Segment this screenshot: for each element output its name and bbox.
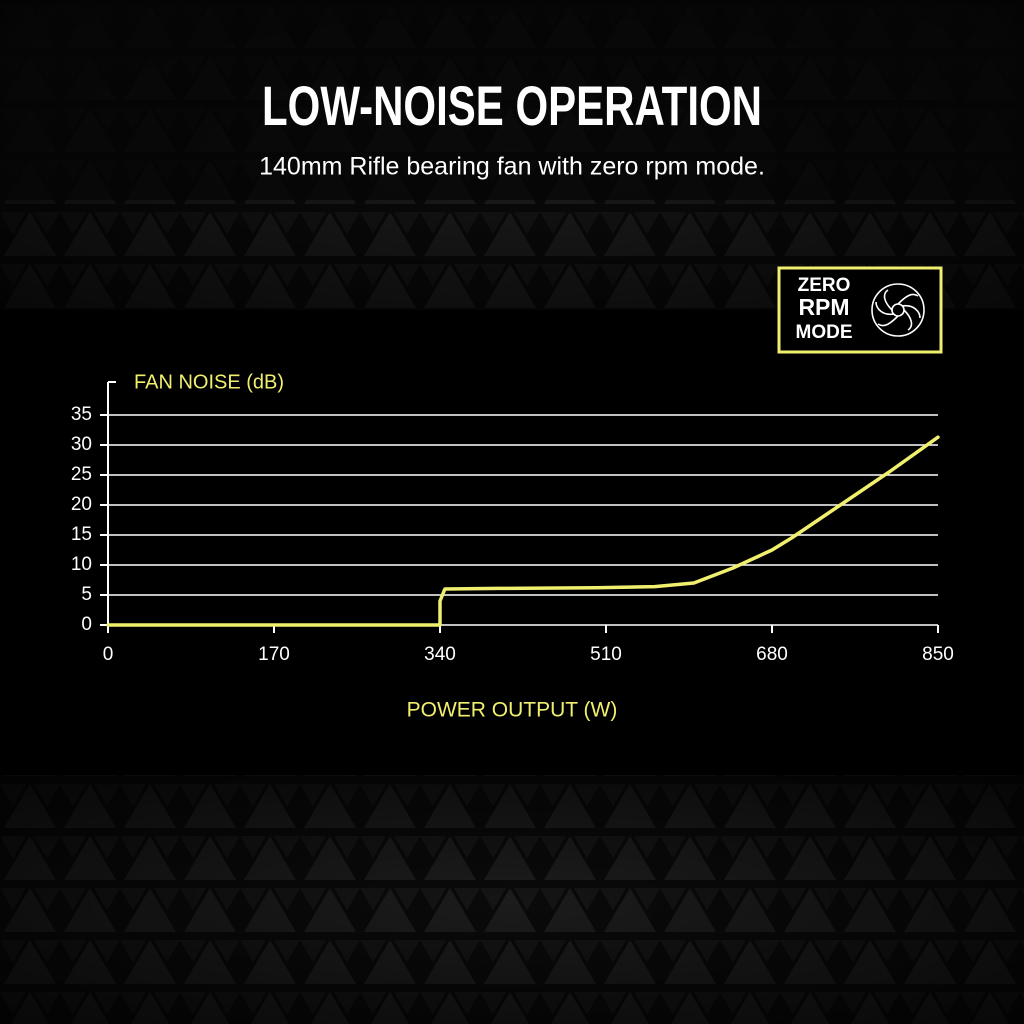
chart-title: LOW-NOISE OPERATION (262, 74, 762, 137)
y-tick-label: 30 (71, 434, 92, 455)
badge-text: ZERO (798, 275, 851, 296)
x-tick-label: 0 (103, 644, 114, 665)
background-shade (0, 775, 1024, 1024)
y-tick-label: 20 (71, 494, 92, 515)
y-tick-label: 10 (71, 554, 92, 575)
chart-panel (0, 310, 1024, 775)
badge-text: MODE (796, 322, 853, 343)
y-tick-label: 15 (71, 524, 92, 545)
badge-frame (777, 266, 943, 354)
x-tick-label: 850 (922, 644, 954, 665)
data-line (106, 435, 940, 627)
y-tick-label: 0 (81, 614, 92, 635)
y-tick-label: 5 (81, 584, 92, 605)
background-shade (0, 0, 1024, 200)
y-tick-label: 35 (71, 404, 92, 425)
badge: ZERO RPM MODE (777, 266, 943, 354)
y-axis-label: FAN NOISE (dB) (134, 371, 284, 393)
x-tick-label: 170 (258, 644, 290, 665)
chart-subtitle: 140mm Rifle bearing fan with zero rpm mo… (259, 153, 765, 181)
badge-text: RPM (798, 294, 849, 320)
x-tick-label: 680 (756, 644, 788, 665)
y-tick-label: 25 (71, 464, 92, 485)
x-axis-label: POWER OUTPUT (W) (407, 699, 618, 722)
x-tick-label: 340 (424, 644, 456, 665)
fan-icon (871, 283, 925, 337)
x-tick-label: 510 (590, 644, 622, 665)
